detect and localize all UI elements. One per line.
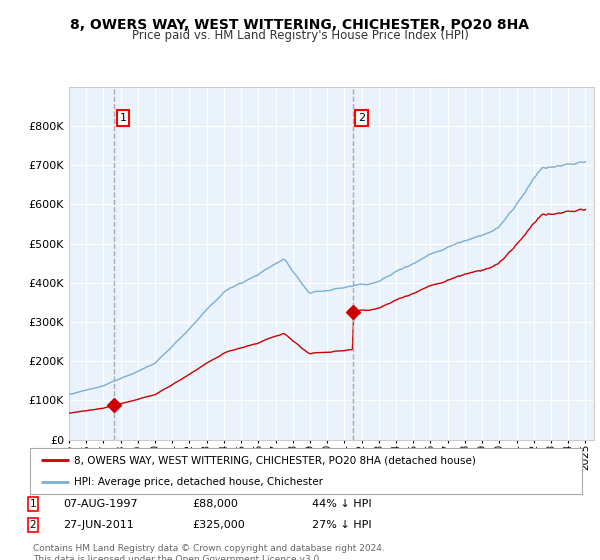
Text: £325,000: £325,000 <box>192 520 245 530</box>
Text: 44% ↓ HPI: 44% ↓ HPI <box>312 499 371 509</box>
Text: 1: 1 <box>119 113 127 123</box>
Text: 8, OWERS WAY, WEST WITTERING, CHICHESTER, PO20 8HA: 8, OWERS WAY, WEST WITTERING, CHICHESTER… <box>71 18 530 32</box>
Text: 2: 2 <box>358 113 365 123</box>
Text: 2: 2 <box>29 520 37 530</box>
Text: Price paid vs. HM Land Registry's House Price Index (HPI): Price paid vs. HM Land Registry's House … <box>131 29 469 42</box>
Text: 27-JUN-2011: 27-JUN-2011 <box>63 520 134 530</box>
Text: 07-AUG-1997: 07-AUG-1997 <box>63 499 137 509</box>
Text: £88,000: £88,000 <box>192 499 238 509</box>
Text: HPI: Average price, detached house, Chichester: HPI: Average price, detached house, Chic… <box>74 477 323 487</box>
Text: 1: 1 <box>29 499 37 509</box>
Text: 27% ↓ HPI: 27% ↓ HPI <box>312 520 371 530</box>
Text: Contains HM Land Registry data © Crown copyright and database right 2024.
This d: Contains HM Land Registry data © Crown c… <box>33 544 385 560</box>
Text: 8, OWERS WAY, WEST WITTERING, CHICHESTER, PO20 8HA (detached house): 8, OWERS WAY, WEST WITTERING, CHICHESTER… <box>74 455 476 465</box>
